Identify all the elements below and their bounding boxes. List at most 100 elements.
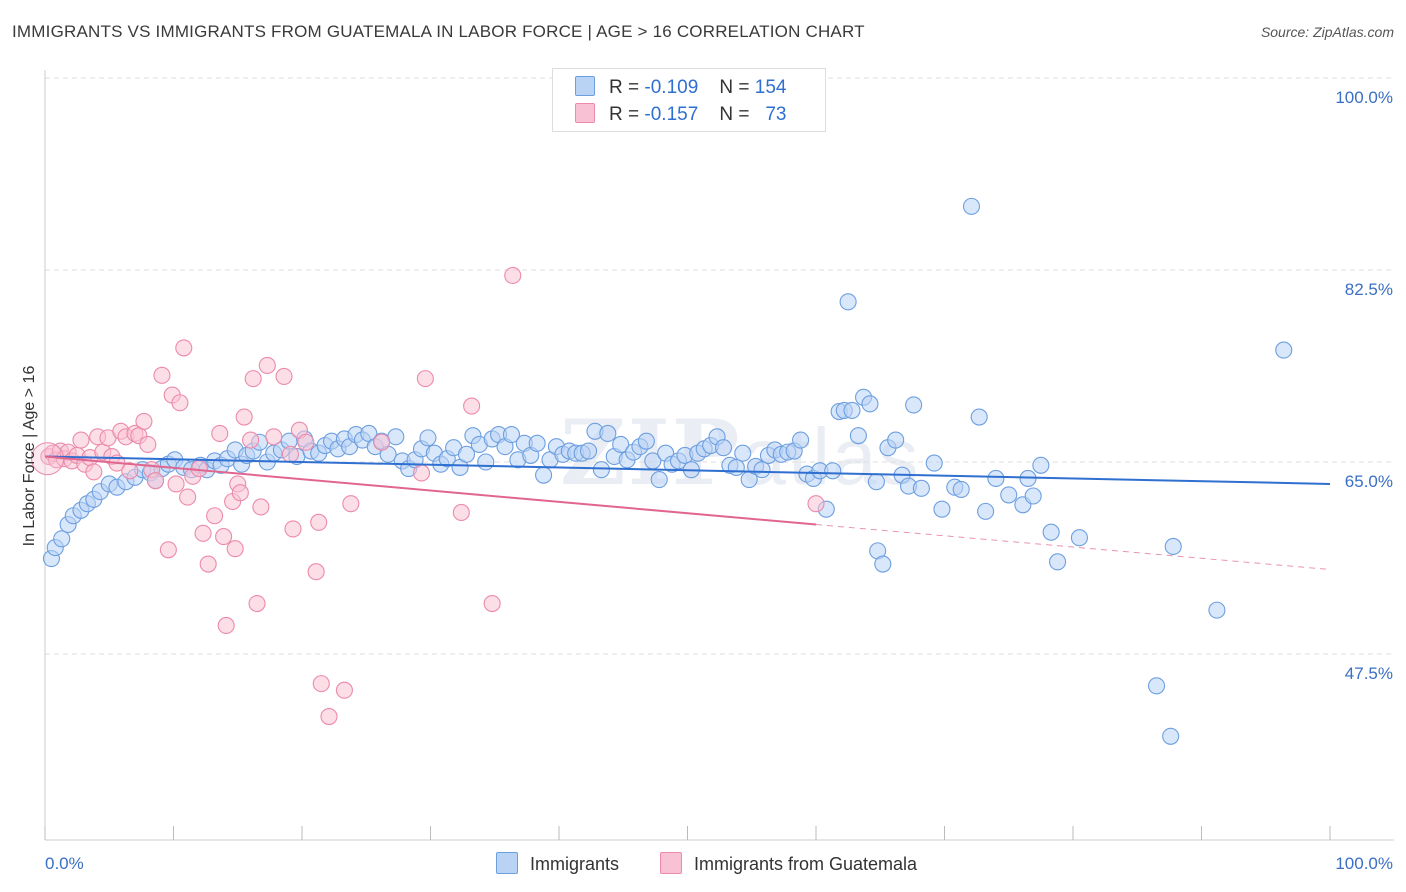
data-point xyxy=(206,507,224,525)
data-point xyxy=(887,431,905,449)
data-point xyxy=(310,513,328,531)
data-point xyxy=(171,394,189,412)
data-point xyxy=(753,461,771,479)
data-point xyxy=(867,473,885,491)
data-point xyxy=(194,524,212,542)
data-point xyxy=(580,442,598,460)
legend-row-guatemala: R = -0.157 N = 73 xyxy=(575,103,786,127)
data-point xyxy=(419,429,437,447)
data-point xyxy=(179,488,197,506)
data-point xyxy=(252,498,270,516)
legend-r-label: R = xyxy=(609,104,640,125)
data-point xyxy=(734,444,752,462)
data-point xyxy=(792,431,810,449)
data-point xyxy=(312,675,330,693)
data-point xyxy=(1049,553,1067,571)
data-point xyxy=(320,707,338,726)
data-point xyxy=(167,475,185,493)
data-point xyxy=(457,445,476,463)
data-point xyxy=(121,462,139,480)
series-immigrants-guatemala xyxy=(31,266,825,726)
bottom-legend-label: Immigrants from Guatemala xyxy=(694,854,918,874)
tick-labels: 47.5% 65.0% 82.5% 100.0% 0.0% 100.0% In Labor … xyxy=(21,88,1393,873)
legend-swatch-guatemala xyxy=(575,103,595,123)
bottom-legend-immigrants: Immigrants xyxy=(496,852,619,875)
legend-r-value: -0.157 xyxy=(644,104,699,125)
data-point xyxy=(284,520,302,538)
data-point xyxy=(235,408,253,426)
data-point xyxy=(1032,456,1050,474)
x-tick-label: 100.0% xyxy=(1335,854,1393,873)
data-point xyxy=(135,412,153,430)
data-point xyxy=(217,616,235,635)
bottom-legend-label: Immigrants xyxy=(530,854,620,874)
data-point xyxy=(159,541,177,559)
bottom-legend-swatch-guatemala xyxy=(660,852,682,874)
y-tick-label: 65.0% xyxy=(1345,472,1393,491)
y-tick-label: 100.0% xyxy=(1335,88,1393,107)
data-point xyxy=(244,370,262,388)
data-point xyxy=(275,367,293,385)
data-point xyxy=(502,426,521,444)
legend-n-label: N = xyxy=(719,77,750,98)
data-point xyxy=(912,479,930,497)
data-point xyxy=(612,435,630,453)
data-point xyxy=(211,424,229,443)
data-point xyxy=(452,503,470,522)
grid-lines xyxy=(45,77,1394,655)
data-point xyxy=(477,453,495,471)
bottom-legend-swatch-immigrants xyxy=(496,852,518,874)
data-point xyxy=(307,563,325,581)
data-point xyxy=(146,472,165,490)
data-point xyxy=(874,555,892,573)
data-point xyxy=(843,401,861,419)
data-point xyxy=(1275,341,1293,359)
data-point xyxy=(637,432,655,450)
legend-r-value: -0.109 xyxy=(644,77,699,98)
y-axis-title: In Labor Force | Age > 16 xyxy=(21,366,38,547)
data-point xyxy=(463,397,481,415)
y-tick-label: 82.5% xyxy=(1345,280,1393,299)
trend-line-guatemala-extension xyxy=(815,524,1331,571)
data-point xyxy=(258,356,276,375)
data-point xyxy=(342,495,360,513)
data-point xyxy=(504,266,522,285)
data-point xyxy=(53,530,71,548)
data-point xyxy=(1147,677,1166,695)
data-point xyxy=(199,555,217,573)
data-point xyxy=(592,461,610,479)
data-point xyxy=(905,396,923,414)
x-tick-label: 0.0% xyxy=(45,854,84,873)
data-point xyxy=(281,445,299,463)
data-point xyxy=(970,408,988,426)
bottom-legend-guatemala: Immigrants from Guatemala xyxy=(660,852,917,875)
data-point xyxy=(824,462,842,480)
data-point xyxy=(650,471,668,489)
data-point xyxy=(72,431,90,449)
data-point xyxy=(297,433,315,451)
data-point xyxy=(416,370,434,388)
data-point xyxy=(335,681,353,699)
data-point xyxy=(231,484,249,502)
data-point xyxy=(807,495,825,513)
legend-n-label: N = xyxy=(719,104,750,125)
series-immigrants xyxy=(42,197,1293,745)
data-point xyxy=(373,433,391,451)
data-point xyxy=(1070,529,1088,547)
data-point xyxy=(528,434,546,452)
data-point xyxy=(190,460,208,478)
data-point xyxy=(977,502,995,520)
data-point xyxy=(85,463,103,481)
data-point xyxy=(175,339,193,357)
source-label: Source: ZipAtlas.com xyxy=(1260,24,1394,40)
data-point xyxy=(1000,486,1018,504)
data-point xyxy=(962,197,981,215)
data-point xyxy=(1162,727,1180,745)
correlation-legend: R = -0.109 N = 154 R = -0.157 N = 73 xyxy=(552,68,826,132)
legend-n-value: 73 xyxy=(765,104,787,125)
data-point xyxy=(849,427,867,445)
y-tick-label: 47.5% xyxy=(1345,664,1393,683)
data-point xyxy=(153,366,171,384)
data-point xyxy=(861,395,879,413)
